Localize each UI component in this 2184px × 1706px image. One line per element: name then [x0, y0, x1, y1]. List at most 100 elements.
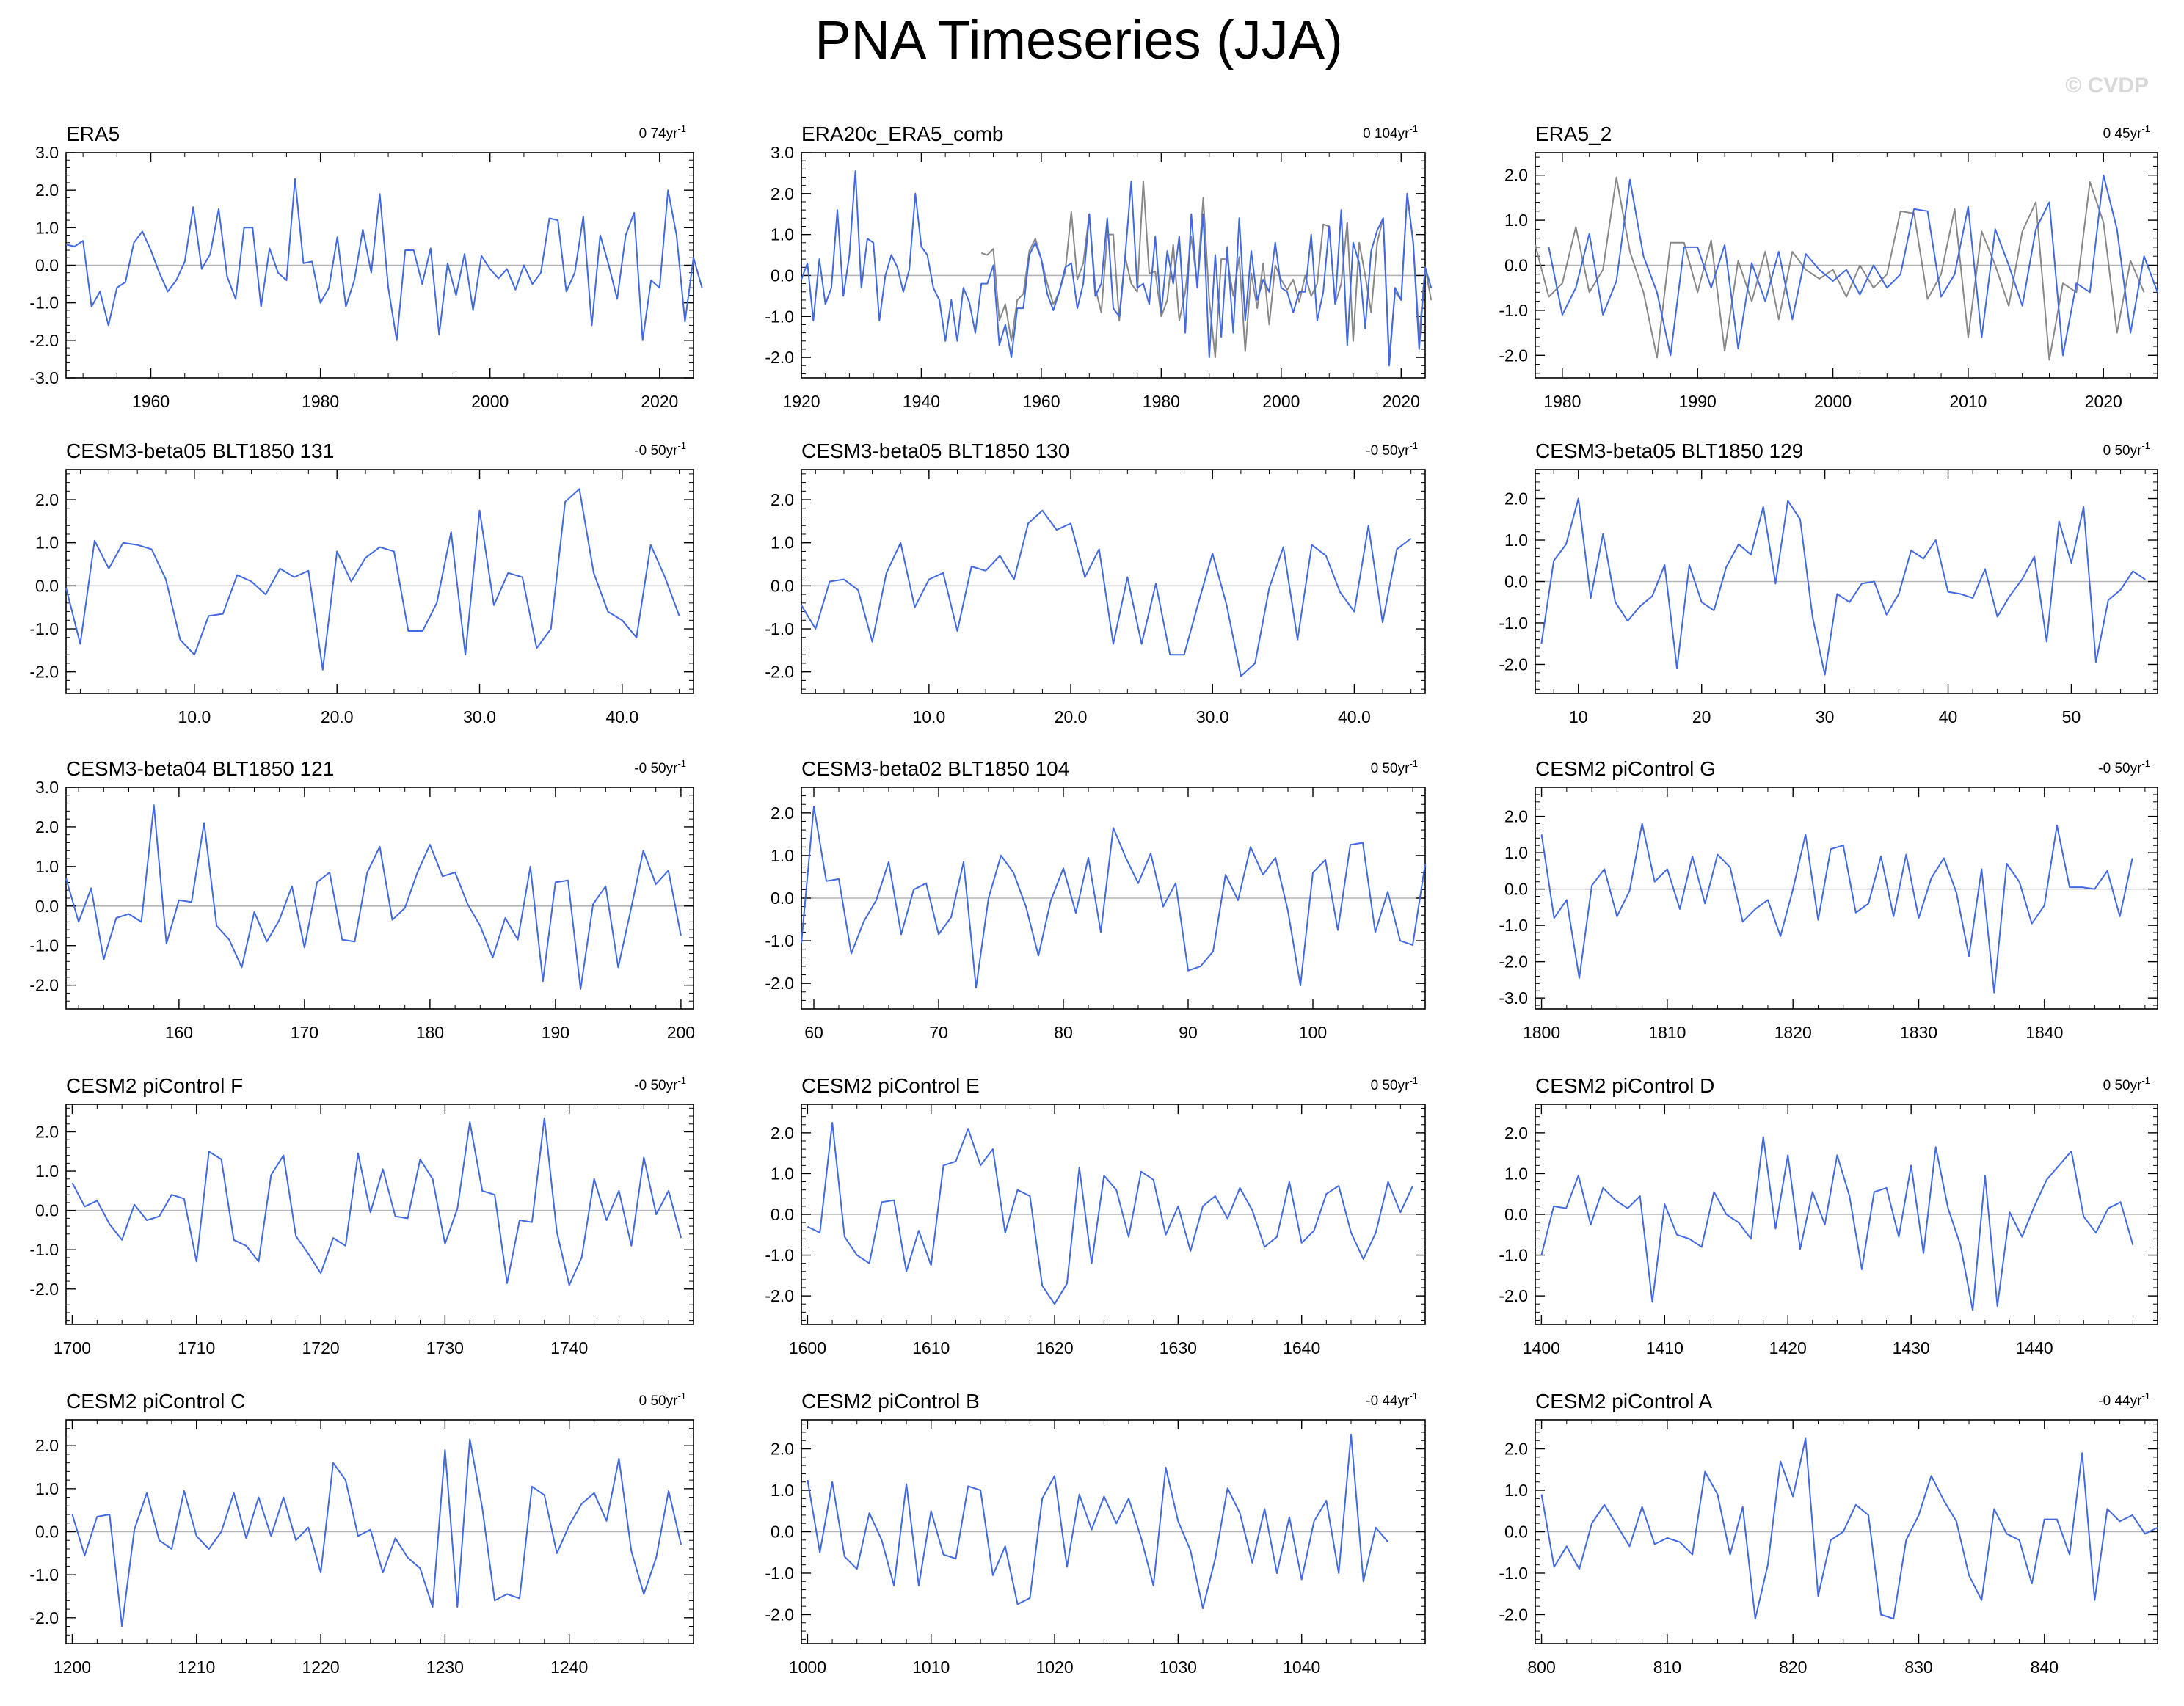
- x-tick-label: 80: [1054, 1023, 1073, 1042]
- x-tick-label: 40.0: [605, 707, 638, 726]
- x-tick-label: 1620: [1035, 1338, 1073, 1357]
- panel-1: ERA5 0 74yr-1 -3.0 -2.0 -1.0 0.0 1.0 2.0 3.0 1960…: [29, 123, 703, 411]
- panel-title: CESM2 piControl F: [66, 1074, 243, 1097]
- x-tick-label: 1630: [1160, 1338, 1197, 1357]
- y-tick-label: 3.0: [771, 143, 794, 162]
- panel-title: ERA5_2: [1535, 123, 1612, 145]
- x-tick-label: 1980: [1543, 392, 1581, 411]
- x-tick-label: 2020: [1383, 392, 1420, 411]
- panel-5: CESM3-beta05 BLT1850 130 -0 50yr-1 -2.0 -1.…: [765, 440, 1426, 726]
- y-tick-label: -2.0: [765, 974, 794, 993]
- series-line-1: [65, 178, 703, 341]
- panel-8: CESM3-beta02 BLT1850 104 0 50yr-1 -2.0 -1.0…: [765, 757, 1426, 1042]
- y-tick-label: -2.0: [29, 1608, 59, 1627]
- x-tick-label: 2000: [1814, 392, 1852, 411]
- x-tick-label: 1240: [550, 1658, 588, 1677]
- trend-value: 0 50yr: [2103, 1078, 2142, 1093]
- series-line-1: [71, 1438, 682, 1627]
- x-tick-label: 30.0: [1196, 707, 1229, 726]
- x-tick-label: 1960: [1022, 392, 1060, 411]
- y-tick-label: 2.0: [35, 1123, 59, 1142]
- y-tick-label: 0.0: [771, 1523, 794, 1542]
- trend-unit: -1: [677, 758, 686, 769]
- trend-value: -0 50yr: [634, 443, 678, 459]
- y-tick-label: 3.0: [35, 143, 59, 162]
- trend-label: 0 50yr-1: [1371, 758, 1418, 776]
- y-tick-label: 2.0: [771, 803, 794, 823]
- x-tick-label: 810: [1653, 1658, 1681, 1677]
- y-tick-label: 3.0: [35, 778, 59, 797]
- y-tick-label: 2.0: [35, 817, 59, 836]
- panel-title: CESM3-beta05 BLT1850 131: [66, 440, 334, 462]
- trend-label: -0 44yr-1: [2098, 1390, 2150, 1409]
- panel-title: CESM2 piControl A: [1535, 1390, 1713, 1412]
- x-tick-label: 40.0: [1338, 707, 1371, 726]
- x-tick-label: 1640: [1283, 1338, 1320, 1357]
- panel-grid: ERA5 0 74yr-1-3.0-2.0-1.00.01.02.03.01960…: [29, 123, 2158, 1677]
- x-tick-label: 180: [416, 1023, 444, 1042]
- y-tick-label: 0.0: [771, 889, 794, 908]
- trend-label: -0 44yr-1: [1366, 1390, 1418, 1409]
- y-tick-label: 2.0: [35, 1436, 59, 1455]
- trend-value: -0 50yr: [634, 761, 678, 776]
- panel-12: CESM2 piControl D 0 50yr-1 -2.0 -1.0 0.0 1.0 2…: [1499, 1074, 2158, 1357]
- panel-title: ERA5: [66, 123, 120, 145]
- x-tick-label: 1400: [1523, 1338, 1560, 1357]
- y-tick-label: 0.0: [35, 576, 59, 595]
- trend-unit: -1: [2141, 1390, 2150, 1401]
- plot-frame: [65, 1104, 694, 1325]
- series-line-1: [65, 488, 680, 671]
- x-tick-label: 1730: [426, 1338, 464, 1357]
- y-tick-label: 2.0: [1504, 807, 1528, 826]
- x-tick-label: 1430: [1893, 1338, 1930, 1357]
- series-line-1: [1540, 1136, 2134, 1311]
- trend-value: 0 74yr: [639, 126, 678, 142]
- x-tick-label: 160: [165, 1023, 193, 1042]
- panel-title: CESM3-beta04 BLT1850 121: [66, 757, 334, 780]
- panel-13: CESM2 piControl C 0 50yr-1 -2.0 -1.0 0.0 1.0 2…: [29, 1390, 694, 1677]
- y-tick-label: 2.0: [771, 184, 794, 203]
- x-tick-label: 1940: [903, 392, 940, 411]
- x-tick-label: 1210: [178, 1658, 215, 1677]
- trend-unit: -1: [1409, 758, 1418, 769]
- y-tick-label: 2.0: [35, 490, 59, 509]
- trend-label: 0 50yr-1: [1371, 1075, 1418, 1093]
- trend-label: -0 50yr-1: [634, 1075, 686, 1093]
- trend-value: -0 44yr: [2098, 1393, 2142, 1409]
- trend-label: -0 50yr-1: [634, 758, 686, 776]
- panel-title: CESM3-beta05 BLT1850 130: [801, 440, 1069, 462]
- x-tick-label: 1010: [912, 1658, 950, 1677]
- y-tick-label: -2.0: [765, 348, 794, 367]
- x-tick-label: 2000: [1262, 392, 1300, 411]
- x-tick-label: 30.0: [463, 707, 496, 726]
- x-tick-label: 1440: [2015, 1338, 2053, 1357]
- y-tick-label: 0.0: [35, 1523, 59, 1542]
- y-tick-label: 2.0: [1504, 166, 1528, 185]
- y-tick-label: 2.0: [35, 181, 59, 200]
- y-tick-label: -1.0: [1499, 1564, 1528, 1583]
- x-tick-label: 100: [1299, 1023, 1327, 1042]
- trend-label: 0 50yr-1: [639, 1390, 686, 1409]
- y-tick-label: -2.0: [29, 663, 59, 682]
- panel-title: CESM3-beta05 BLT1850 129: [1535, 440, 1803, 462]
- trend-value: -0 50yr: [1366, 443, 1410, 459]
- x-tick-label: 1040: [1283, 1658, 1320, 1677]
- x-tick-label: 1600: [789, 1338, 826, 1357]
- panel-10: CESM2 piControl F -0 50yr-1 -2.0 -1.0 0.0 1.0…: [29, 1074, 694, 1357]
- x-tick-label: 1740: [550, 1338, 588, 1357]
- y-tick-label: 0.0: [35, 1201, 59, 1220]
- y-tick-label: -1.0: [765, 931, 794, 950]
- x-tick-label: 20.0: [1055, 707, 1088, 726]
- y-tick-label: -1.0: [1499, 301, 1528, 320]
- plot-frame: [65, 469, 694, 694]
- panel-title: CESM2 piControl B: [801, 1390, 980, 1412]
- panel-9: CESM2 piControl G -0 50yr-1 -3.0 -2.0 -1.0 0.…: [1499, 757, 2158, 1042]
- y-tick-label: 1.0: [771, 533, 794, 553]
- x-tick-label: 1820: [1774, 1023, 1812, 1042]
- trend-label: -0 50yr-1: [2098, 758, 2150, 776]
- y-tick-label: 0.0: [35, 897, 59, 916]
- trend-value: 0 104yr: [1363, 126, 1410, 142]
- x-tick-label: 90: [1179, 1023, 1198, 1042]
- y-tick-label: -1.0: [765, 1246, 794, 1265]
- trend-value: -0 44yr: [1366, 1393, 1410, 1409]
